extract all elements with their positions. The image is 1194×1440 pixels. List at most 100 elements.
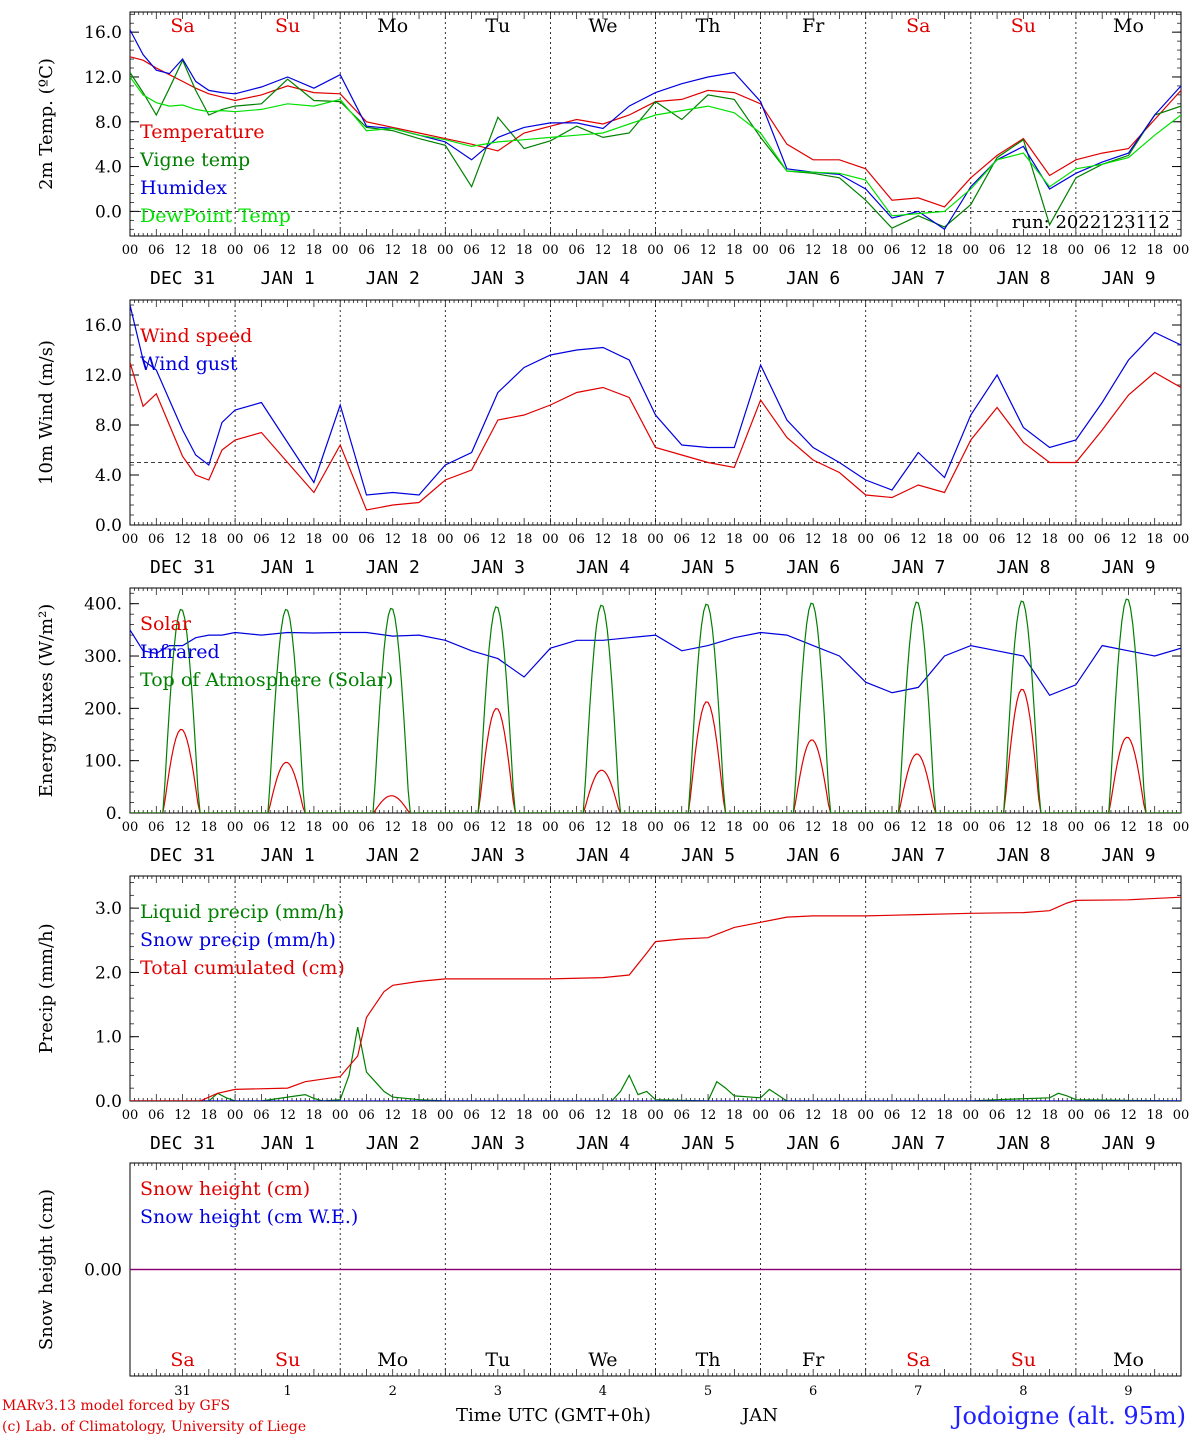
- day-abbrev: Mo: [1113, 15, 1144, 37]
- hour-tick-label: 00: [1173, 532, 1190, 547]
- legend-entry: Snow height (cm): [140, 1178, 310, 1200]
- hour-tick-label: 18: [1146, 532, 1163, 547]
- date-label: JAN 8: [996, 1133, 1050, 1154]
- hour-tick-label: 12: [595, 243, 612, 258]
- hour-tick-label: 12: [700, 532, 717, 547]
- y-tick-label: 4.0: [95, 158, 122, 178]
- legend-entry: DewPoint Temp: [140, 205, 291, 227]
- hour-tick-label: 00: [227, 820, 244, 835]
- hour-tick-label: 06: [253, 532, 270, 547]
- hour-tick-label: 00: [437, 532, 454, 547]
- hour-tick-label: 12: [805, 243, 822, 258]
- series-line-temp-3: [130, 76, 1181, 217]
- day-number: 31: [174, 1384, 191, 1399]
- y-axis-label: 2m Temp. (ºC): [36, 58, 57, 190]
- hour-tick-label: 06: [884, 1108, 901, 1123]
- hour-tick-label: 18: [831, 1108, 848, 1123]
- legend-entry: Vigne temp: [139, 149, 250, 171]
- hour-tick-label: 00: [647, 1108, 664, 1123]
- hour-tick-label: 00: [1173, 243, 1190, 258]
- y-tick-label: 0.0: [95, 516, 122, 536]
- hour-tick-label: 12: [805, 532, 822, 547]
- date-label: JAN 6: [786, 268, 840, 289]
- date-label: JAN 6: [786, 557, 840, 578]
- hour-tick-label: 06: [989, 532, 1006, 547]
- hour-tick-label: 06: [989, 243, 1006, 258]
- hour-tick-label: 06: [884, 243, 901, 258]
- hour-tick-label: 18: [726, 820, 743, 835]
- hour-tick-label: 00: [332, 532, 349, 547]
- hour-tick-label: 06: [779, 532, 796, 547]
- y-tick-label: 100.: [84, 752, 122, 772]
- date-label: JAN 4: [576, 1133, 630, 1154]
- date-label: JAN 6: [786, 845, 840, 866]
- hour-tick-label: 18: [411, 1108, 428, 1123]
- legend-entry: Infrared: [140, 641, 220, 663]
- day-number: 1: [284, 1384, 292, 1399]
- hour-tick-label: 00: [542, 243, 559, 258]
- day-abbrev: Fr: [802, 1349, 825, 1371]
- hour-tick-label: 00: [1173, 820, 1190, 835]
- hour-tick-label: 18: [201, 1108, 218, 1123]
- y-axis-label: Energy fluxes (W/m²): [36, 604, 57, 798]
- hour-tick-label: 06: [1094, 532, 1111, 547]
- hour-tick-label: 06: [358, 243, 375, 258]
- hour-tick-label: 12: [1120, 532, 1137, 547]
- series-line-energy-2: [130, 598, 1181, 813]
- hour-tick-label: 18: [201, 820, 218, 835]
- hour-tick-label: 12: [1015, 532, 1032, 547]
- legend-entry: Top of Atmosphere (Solar): [140, 669, 393, 691]
- date-label: DEC 31: [150, 557, 215, 578]
- hour-tick-label: 00: [332, 243, 349, 258]
- date-label: JAN 1: [261, 845, 315, 866]
- day-abbrev: Sa: [170, 15, 194, 37]
- hour-tick-label: 18: [936, 243, 953, 258]
- series-line-wind-1: [130, 304, 1181, 496]
- date-label: JAN 7: [891, 845, 945, 866]
- day-abbrev: Su: [1011, 1349, 1036, 1371]
- hour-tick-label: 06: [568, 820, 585, 835]
- day-number: 3: [494, 1384, 502, 1399]
- hour-tick-label: 00: [122, 532, 139, 547]
- hour-tick-label: 06: [358, 532, 375, 547]
- hour-tick-label: 06: [463, 820, 480, 835]
- hour-tick-label: 06: [674, 532, 691, 547]
- y-tick-label: 200.: [84, 699, 122, 719]
- series-line-temp-2: [130, 29, 1181, 231]
- legend-entry: Snow precip (mm/h): [140, 929, 336, 951]
- hour-tick-label: 12: [1120, 820, 1137, 835]
- day-abbrev: Tu: [485, 1349, 510, 1371]
- date-label: DEC 31: [150, 268, 215, 289]
- hour-tick-label: 06: [568, 243, 585, 258]
- date-label: JAN 3: [471, 268, 525, 289]
- hour-tick-label: 00: [227, 1108, 244, 1123]
- day-number: 2: [389, 1384, 397, 1399]
- legend-entry: Total cumulated (cm): [140, 957, 345, 979]
- hour-tick-label: 12: [384, 820, 401, 835]
- hour-tick-label: 12: [1015, 243, 1032, 258]
- station-label: Jodoigne (alt. 95m): [952, 1402, 1186, 1430]
- hour-tick-label: 00: [1068, 243, 1085, 258]
- hour-tick-label: 18: [516, 532, 533, 547]
- y-tick-label: 3.0: [95, 899, 122, 919]
- y-tick-label: 0.: [106, 804, 122, 824]
- date-label: JAN 1: [261, 268, 315, 289]
- day-abbrev: Th: [696, 15, 721, 37]
- hour-tick-label: 06: [989, 820, 1006, 835]
- y-tick-label: 12.0: [84, 68, 122, 88]
- date-label: JAN 2: [366, 557, 420, 578]
- hour-tick-label: 00: [332, 1108, 349, 1123]
- hour-tick-label: 12: [595, 532, 612, 547]
- hour-tick-label: 06: [1094, 820, 1111, 835]
- hour-tick-label: 18: [201, 532, 218, 547]
- hour-tick-label: 12: [910, 532, 927, 547]
- hour-tick-label: 12: [384, 243, 401, 258]
- hour-tick-label: 18: [411, 243, 428, 258]
- hour-tick-label: 06: [568, 532, 585, 547]
- date-label: JAN 3: [471, 557, 525, 578]
- date-label: JAN 1: [261, 1133, 315, 1154]
- hour-tick-label: 00: [227, 532, 244, 547]
- panel-snow: 0.00 Snow height (cm) Snow height (cm) Snow…: [36, 1162, 1182, 1399]
- hour-tick-label: 06: [674, 1108, 691, 1123]
- hour-tick-label: 12: [805, 820, 822, 835]
